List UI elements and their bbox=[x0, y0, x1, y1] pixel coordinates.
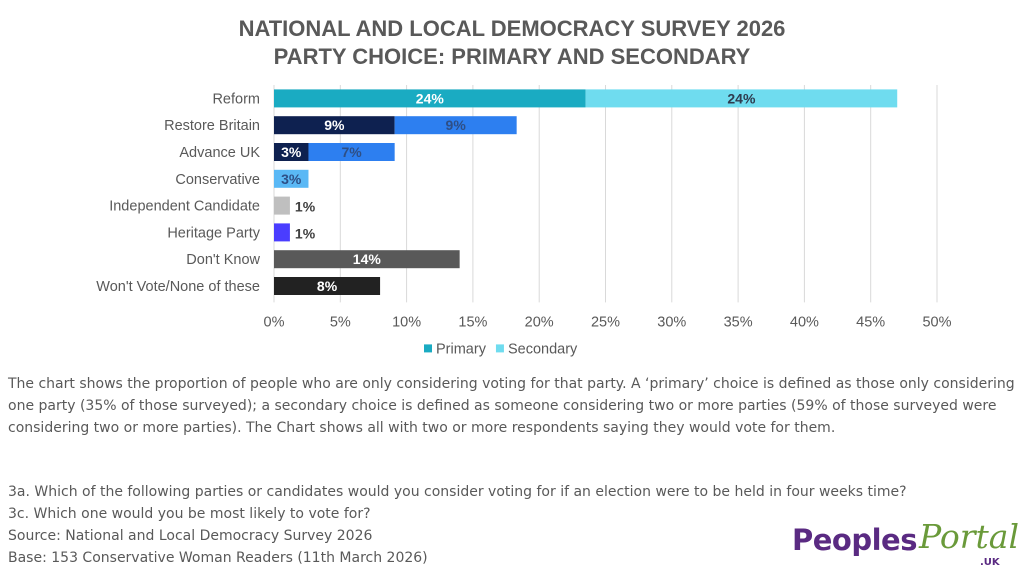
x-tick-label: 30% bbox=[657, 314, 686, 330]
logo-peoples-text: Peoples bbox=[792, 523, 917, 557]
bar-data-label: 24% bbox=[416, 90, 445, 106]
chart-description: The chart shows the proportion of people… bbox=[8, 373, 1018, 439]
bar-data-label: 1% bbox=[295, 225, 316, 241]
category-label: Reform bbox=[212, 91, 260, 107]
bar-data-label: 3% bbox=[281, 144, 302, 160]
bar-data-label: 8% bbox=[317, 278, 338, 294]
chart-title-line-1: NATIONAL AND LOCAL DEMOCRACY SURVEY 2026 bbox=[238, 16, 786, 41]
bar-data-label: 9% bbox=[446, 117, 467, 133]
category-label: Heritage Party bbox=[167, 225, 260, 241]
bar-secondary bbox=[274, 277, 381, 295]
category-label: Conservative bbox=[175, 172, 260, 188]
bar-secondary bbox=[274, 196, 290, 215]
category-labels: Reform Restore Britain Advance UK Conservat… bbox=[96, 91, 260, 295]
bar-primary bbox=[274, 116, 395, 135]
bar-data-label: 14% bbox=[353, 251, 382, 267]
x-tick-label: 20% bbox=[525, 314, 554, 330]
x-tick-label: 0% bbox=[264, 314, 285, 330]
x-tick-label: 45% bbox=[856, 314, 885, 330]
category-label: Restore Britain bbox=[164, 118, 260, 134]
x-tick-label: 5% bbox=[330, 314, 351, 330]
x-tick-label: 35% bbox=[724, 314, 753, 330]
bar-secondary bbox=[585, 89, 898, 108]
x-tick-label: 50% bbox=[922, 314, 951, 330]
bars: 24% 24%9% 9%3% 7%3%1%1%14%8% bbox=[274, 89, 898, 295]
category-label: Advance UK bbox=[179, 145, 260, 161]
bar-data-label: 9% bbox=[324, 117, 345, 133]
bar-secondary bbox=[274, 250, 460, 269]
bar-secondary bbox=[274, 223, 290, 242]
x-axis-ticks: 0% 5% 10% 15% 20% 25% 30% 35% 40% 45% 50% bbox=[264, 314, 952, 330]
legend-swatch-secondary bbox=[495, 344, 504, 353]
legend: Primary Secondary bbox=[424, 341, 578, 357]
legend-label-secondary: Secondary bbox=[508, 341, 578, 357]
bar-data-label: 3% bbox=[281, 171, 302, 187]
bar-primary bbox=[274, 143, 309, 161]
description-text: The chart shows the proportion of people… bbox=[8, 376, 1015, 436]
gridlines bbox=[273, 85, 938, 303]
category-label: Won't Vote/None of these bbox=[96, 279, 260, 295]
bar-data-label: 24% bbox=[727, 90, 756, 106]
peoplesportal-logo: Peoples Portal .UK bbox=[792, 517, 1019, 571]
question-3a: 3a. Which of the following parties or ca… bbox=[8, 484, 907, 500]
bar-data-label: 1% bbox=[295, 199, 316, 215]
source-text: Source: National and Local Democracy Sur… bbox=[8, 528, 373, 544]
x-tick-label: 15% bbox=[458, 314, 487, 330]
bar-secondary bbox=[308, 143, 395, 161]
bar-primary bbox=[274, 89, 586, 108]
question-3c: 3c. Which one would you be most likely t… bbox=[8, 506, 371, 522]
chart-title-line-2: PARTY CHOICE: PRIMARY AND SECONDARY bbox=[273, 44, 751, 69]
category-label: Don't Know bbox=[186, 252, 260, 268]
category-label: Independent Candidate bbox=[109, 199, 260, 215]
base-text: Base: 153 Conservative Woman Readers (11… bbox=[8, 550, 428, 566]
x-tick-label: 10% bbox=[392, 314, 421, 330]
legend-label-primary: Primary bbox=[436, 341, 487, 357]
x-tick-label: 25% bbox=[591, 314, 620, 330]
bar-secondary bbox=[274, 169, 309, 188]
bar-chart: Reform Restore Britain Advance UK Conservat… bbox=[96, 85, 952, 357]
legend-swatch-primary bbox=[424, 344, 432, 353]
chart-footnotes: 3a. Which of the following parties or ca… bbox=[8, 481, 1018, 569]
logo-uk-text: .UK bbox=[980, 557, 1000, 568]
logo-portal-text: Portal bbox=[919, 517, 1019, 556]
bar-secondary bbox=[394, 116, 517, 135]
bar-data-label: 7% bbox=[341, 144, 362, 160]
x-tick-label: 40% bbox=[790, 314, 819, 330]
